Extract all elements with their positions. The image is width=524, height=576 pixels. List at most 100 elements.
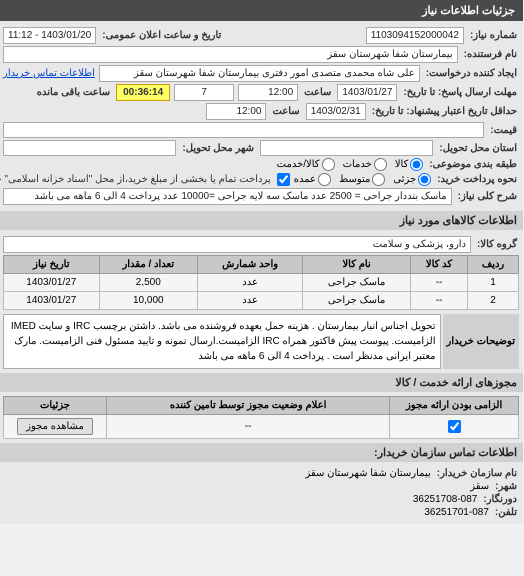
cell: -- — [411, 292, 468, 310]
pay-note-label: پرداخت تمام یا بخشی از مبلغ خرید،از محل … — [0, 174, 274, 185]
pay-radio-omde[interactable]: عمده — [295, 173, 332, 186]
pack-radio-haml[interactable]: کالا/خدمت — [278, 158, 336, 171]
auth-section: الزامی بودن ارائه مجوز اعلام وضعیت مجوز … — [0, 392, 524, 443]
notes-box: تحویل اجناس انبار بیمارستان . هزینه حمل … — [4, 314, 442, 369]
city-delivery-label: شهر محل تحویل: — [181, 143, 257, 154]
pay-radio-omde-label: عمده — [295, 174, 317, 185]
requester-label: ایجاد کننده درخواست: — [425, 68, 520, 79]
auth-col-1: اعلام وضعیت مجوز توسط تامین کننده — [108, 397, 391, 415]
pack-radio-khadamat-input[interactable] — [375, 158, 388, 171]
contact-header: اطلاعات تماس سازمان خریدار: — [0, 443, 524, 462]
pub-date-field: 1403/01/20 - 11:12 — [4, 27, 97, 44]
auth-header: مجوزهای ارائه خدمت / کالا — [0, 373, 524, 392]
loc-label: استان محل تحویل: — [438, 143, 520, 154]
contact-fax-label: دورنگار: — [482, 494, 520, 505]
contact-phone-value: 36251701-087 — [425, 507, 490, 518]
auth-checkbox-cell — [391, 415, 520, 439]
goods-table: ردیف کد کالا نام کالا واحد شمارش تعداد /… — [4, 255, 520, 310]
cell: ماسک جراحی — [304, 292, 412, 310]
desc-label: شرح کلی نیاز: — [457, 191, 520, 202]
req-no-field: 1103094152000042 — [367, 27, 465, 44]
group-field: دارو، پزشکی و سلامت — [4, 236, 472, 253]
notes-label: توضیحات خریدار — [444, 314, 521, 369]
pay-radio-group: جزئی متوسط عمده — [295, 173, 433, 186]
col-name: نام کالا — [304, 256, 412, 274]
table-row: 2 -- ماسک جراحی عدد 10,000 1403/01/27 — [5, 292, 520, 310]
table-row: 1 -- ماسک جراحی عدد 2,500 1403/01/27 — [5, 274, 520, 292]
deadline-time-field: 12:00 — [239, 84, 299, 101]
col-code: کد کالا — [411, 256, 468, 274]
contact-org-value: بیمارستان شفا شهرستان سقز — [306, 468, 431, 479]
auth-required-checkbox[interactable] — [449, 420, 462, 433]
goods-section: گروه کالا: دارو، پزشکی و سلامت ردیف کد ک… — [0, 230, 524, 373]
cell: 1403/01/27 — [5, 292, 101, 310]
col-date: تاریخ نیاز — [5, 256, 101, 274]
pack-radio-khadamat[interactable]: خدمات — [344, 158, 388, 171]
pay-radio-jozi[interactable]: جزئی — [394, 173, 432, 186]
auth-col-0: الزامی بودن ارائه مجوز — [391, 397, 520, 415]
contact-city-value: سقز — [471, 481, 490, 492]
credit-time-field: 12:00 — [207, 103, 267, 120]
contact-org-label: نام سازمان خریدار: — [436, 468, 520, 479]
contact-link[interactable]: اطلاعات تماس خریدار — [4, 68, 96, 79]
deadline-label: مهلت ارسال پاسخ: تا تاریخ: — [402, 87, 520, 98]
auth-table-header-row: الزامی بودن ارائه مجوز اعلام وضعیت مجوز … — [5, 397, 520, 415]
pay-radio-jozi-label: جزئی — [394, 174, 417, 185]
desc-field: ماسک بنددار جراحی = 2500 عدد ماسک سه لای… — [4, 188, 453, 205]
contact-fax-value: 36251708-087 — [414, 494, 479, 505]
org-label: نام فرستنده: — [463, 49, 520, 60]
cell: 10,000 — [100, 292, 198, 310]
cell: 2,500 — [100, 274, 198, 292]
pay-radio-jozi-input[interactable] — [419, 173, 432, 186]
col-row: ردیف — [469, 256, 520, 274]
goods-header: اطلاعات کالاهای مورد نیاز — [0, 211, 524, 230]
cell: 2 — [469, 292, 520, 310]
auth-col-2: جزئیات — [5, 397, 108, 415]
auth-table: الزامی بودن ارائه مجوز اعلام وضعیت مجوز … — [4, 396, 520, 439]
cell: ماسک جراحی — [304, 274, 412, 292]
requester-field: علی شاه محمدی متصدی امور دفتری بیمارستان… — [100, 65, 421, 82]
pack-radio-haml-input[interactable] — [323, 158, 336, 171]
goods-table-header-row: ردیف کد کالا نام کالا واحد شمارش تعداد /… — [5, 256, 520, 274]
pay-note-checkbox[interactable] — [278, 173, 291, 186]
deadline-time-label: ساعت — [303, 87, 334, 98]
req-no-label: شماره نیاز: — [469, 30, 520, 41]
pack-radio-kala-input[interactable] — [411, 158, 424, 171]
countdown-timer: 00:36:14 — [117, 84, 171, 101]
cell: 1403/01/27 — [5, 274, 101, 292]
contact-section: نام سازمان خریدار: بیمارستان شفا شهرستان… — [0, 462, 524, 524]
deadline-date-field: 1403/01/27 — [338, 84, 398, 101]
pay-radio-omde-input[interactable] — [319, 173, 332, 186]
org-field: بیمارستان شفا شهرستان سقز — [4, 46, 459, 63]
loc-field — [261, 140, 434, 156]
view-auth-button[interactable]: مشاهده مجوز — [18, 418, 94, 435]
city-delivery-field — [4, 140, 177, 156]
main-header: جزئیات اطلاعات نیاز — [0, 0, 524, 21]
auth-details-cell: مشاهده مجوز — [5, 415, 108, 439]
contact-phone-label: تلفن: — [494, 507, 520, 518]
pack-radio-haml-label: کالا/خدمت — [278, 159, 321, 170]
contact-city-label: شهر: — [494, 481, 520, 492]
price-field — [4, 122, 485, 138]
cell: -- — [411, 274, 468, 292]
price-label: قیمت: — [489, 125, 520, 136]
pack-radio-kala-label: کالا — [396, 159, 410, 170]
remain-days-field: 7 — [175, 84, 235, 101]
pay-radio-motavaset-input[interactable] — [373, 173, 386, 186]
col-qty: تعداد / مقدار — [100, 256, 198, 274]
pay-radio-motavaset-label: متوسط — [340, 174, 371, 185]
credit-label: حداقل تاریخ اعتبار پیشنهاد: تا تاریخ: — [371, 106, 520, 117]
need-info-section: شماره نیاز: 1103094152000042 تاریخ و ساع… — [0, 21, 524, 211]
credit-time-label: ساعت — [271, 106, 302, 117]
col-unit: واحد شمارش — [198, 256, 303, 274]
auth-table-row: -- مشاهده مجوز — [5, 415, 520, 439]
credit-date-field: 1403/02/31 — [307, 103, 367, 120]
cell: 1 — [469, 274, 520, 292]
group-label: گروه کالا: — [476, 239, 520, 250]
pay-radio-motavaset[interactable]: متوسط — [340, 173, 386, 186]
pack-radio-group: کالا خدمات کالا/خدمت — [278, 158, 425, 171]
pack-radio-kala[interactable]: کالا — [396, 158, 425, 171]
pack-radio-khadamat-label: خدمات — [344, 159, 373, 170]
cell: عدد — [198, 274, 303, 292]
cell: عدد — [198, 292, 303, 310]
